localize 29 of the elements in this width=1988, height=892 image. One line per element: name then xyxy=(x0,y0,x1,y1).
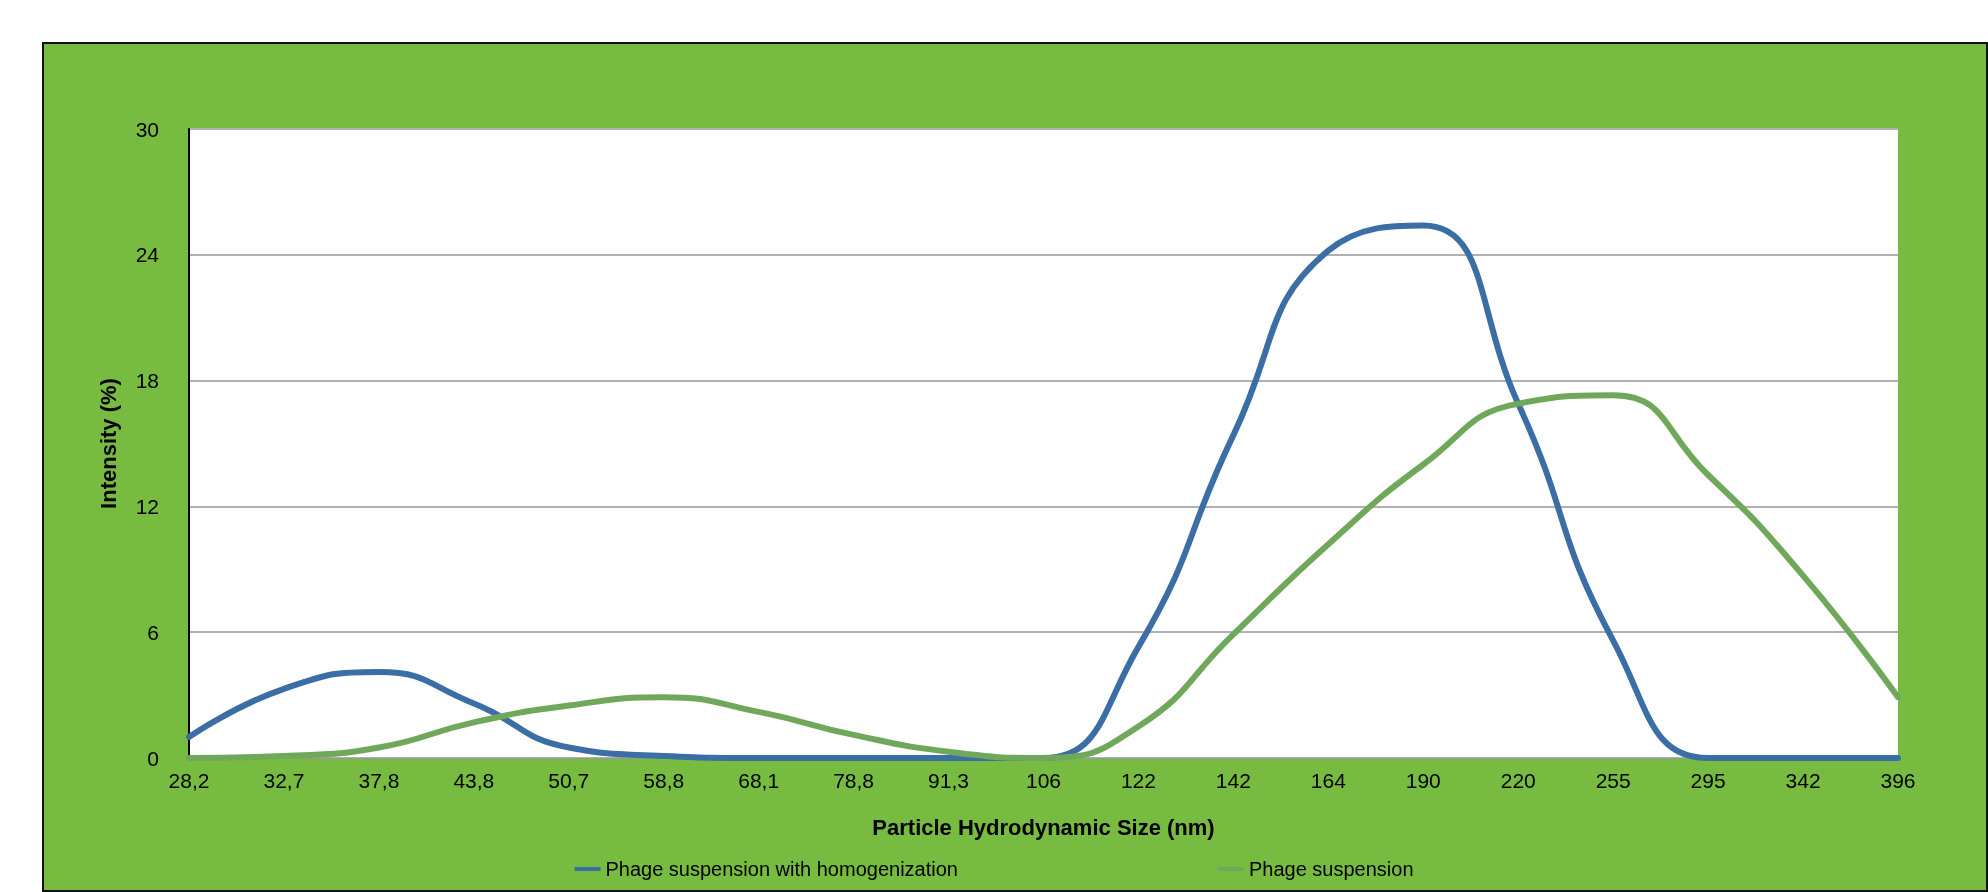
x-tick-label: 68,1 xyxy=(738,769,780,792)
x-tick-label: 50,7 xyxy=(548,769,590,792)
y-tick-label: 0 xyxy=(147,746,159,770)
x-tick-label: 295 xyxy=(1690,769,1726,792)
x-axis-title: Particle Hydrodynamic Size (nm) xyxy=(872,814,1215,840)
x-tick-label: 106 xyxy=(1025,769,1062,792)
y-axis-title: Intensity (%) xyxy=(95,378,121,509)
x-tick-label: 91,3 xyxy=(928,769,969,792)
y-tick-label: 12 xyxy=(135,494,159,518)
legend-label: Phage suspension xyxy=(1248,858,1414,880)
x-tick-label: 190 xyxy=(1405,769,1441,792)
y-tick-label: 30 xyxy=(135,117,159,141)
x-tick-label: 58,8 xyxy=(643,769,685,792)
x-tick-label: 220 xyxy=(1500,769,1536,792)
x-tick-label: 122 xyxy=(1120,769,1156,792)
x-tick-label: 255 xyxy=(1595,769,1631,792)
x-tick-label: 78,8 xyxy=(833,769,875,792)
x-tick-label: 342 xyxy=(1785,769,1821,792)
x-tick-label: 32,7 xyxy=(263,769,305,792)
x-tick-label: 43,8 xyxy=(453,769,495,792)
x-tick-label: 142 xyxy=(1215,769,1251,792)
y-tick-label: 24 xyxy=(135,243,160,267)
legend-label: Phage suspension with homogenization xyxy=(605,858,958,880)
x-tick-label: 396 xyxy=(1880,769,1916,792)
x-tick-label: 164 xyxy=(1310,769,1347,792)
y-tick-label: 18 xyxy=(135,369,159,393)
y-tick-label: 6 xyxy=(147,620,159,644)
x-tick-label: 37,8 xyxy=(358,769,400,792)
x-tick-label: 28,2 xyxy=(168,769,210,792)
